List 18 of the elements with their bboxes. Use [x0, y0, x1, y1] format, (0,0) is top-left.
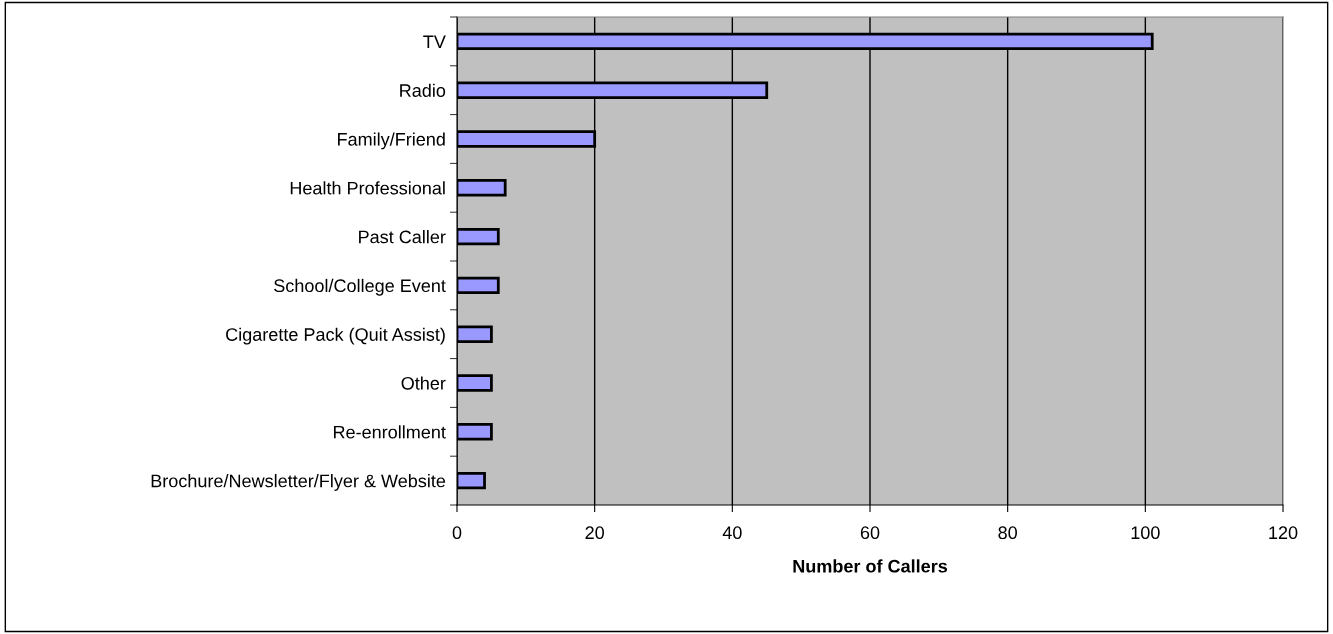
y-tick-label: TV — [423, 35, 446, 48]
y-tick-label: Family/Friend — [338, 132, 445, 150]
y-tick-label: Other — [401, 376, 446, 390]
y-tick-label: Past Caller — [359, 230, 446, 244]
y-tick-label: School/College Event — [274, 278, 446, 296]
x-tick-label: 120 — [1269, 526, 1298, 540]
y-tick-label: Health Professional — [290, 181, 445, 195]
y-tick-label: Re-enrollment — [333, 425, 446, 439]
y-tick-label: Radio — [400, 83, 446, 97]
x-tick-label: 80 — [998, 526, 1017, 540]
x-tick-label: 100 — [1131, 526, 1160, 540]
x-tick-label: 40 — [722, 526, 742, 540]
x-tick-label: 20 — [585, 526, 604, 540]
x-axis-title: Number of Callers — [793, 559, 948, 573]
x-tick-label: 60 — [860, 526, 880, 540]
y-tick-label: Brochure/Newsletter/Flyer & Website — [151, 474, 446, 491]
y-tick-label: Cigarette Pack (Quit Assist) — [226, 327, 445, 345]
x-tick-label: 0 — [452, 526, 462, 540]
